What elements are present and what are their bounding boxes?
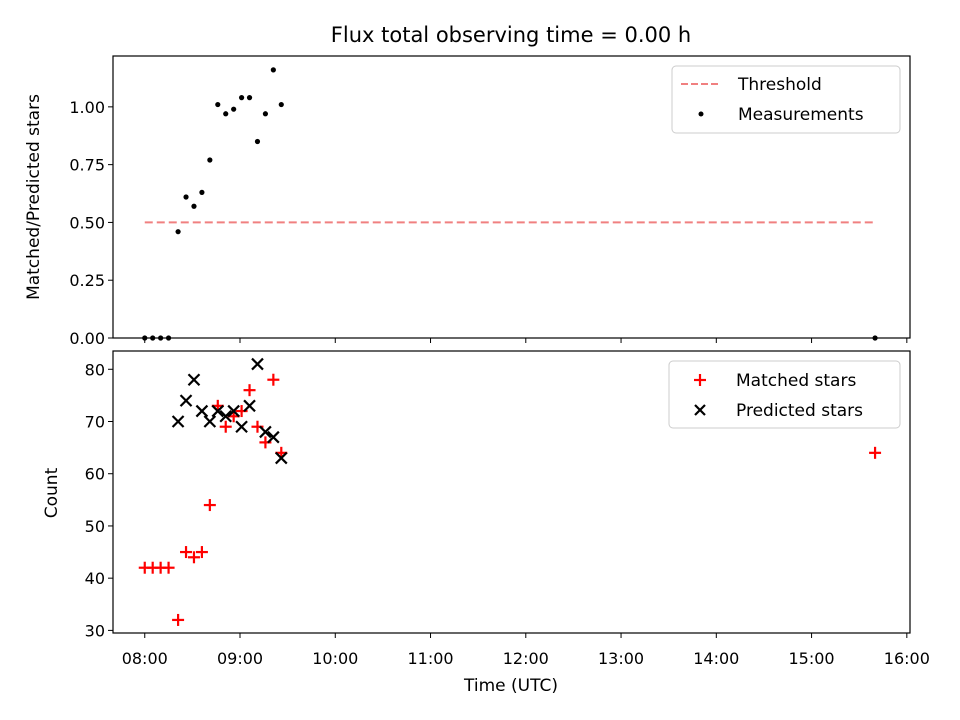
predicted-star-point — [267, 430, 280, 444]
top-y-ticks: 0.00 0.25 0.50 0.75 1.00 — [69, 98, 113, 348]
bottom-y-tick-label: 50 — [85, 517, 105, 536]
x-tick-label: 14:00 — [693, 649, 739, 668]
bottom-y-axis-label: Count — [42, 467, 62, 518]
bottom-y-tick-label: 40 — [85, 569, 105, 588]
bottom-y-tick-label: 80 — [85, 360, 105, 379]
predicted-star-point — [203, 415, 217, 428]
legend-predicted-label: Predicted stars — [736, 401, 863, 421]
matched-star-point — [187, 551, 200, 564]
matched-star-point — [162, 561, 175, 574]
predicted-star-point — [275, 451, 288, 465]
measurement-point — [199, 189, 205, 195]
predicted-star-point — [219, 409, 233, 423]
x-tick-label: 10:00 — [312, 649, 358, 668]
top-plot-area — [142, 67, 878, 341]
predicted-star-point — [251, 357, 264, 371]
predicted-star-point — [243, 399, 256, 413]
measurement-point — [215, 101, 221, 108]
legend-matched-label: Matched stars — [736, 371, 856, 391]
bottom-legend: Matched stars Predicted stars — [668, 360, 901, 429]
x-tick-label: 15:00 — [789, 649, 835, 668]
x-tick-label: 12:00 — [503, 649, 549, 668]
top-y-tick-label: 0.75 — [69, 156, 105, 175]
measurement-point — [254, 138, 261, 145]
bottom-y-tick-label: 30 — [85, 621, 105, 640]
measurement-point — [207, 157, 213, 163]
predicted-star-point — [259, 425, 272, 439]
measurement-point — [165, 335, 172, 341]
measurement-point — [231, 106, 237, 112]
x-tick-label: 08:00 — [122, 649, 168, 668]
predicted-star-point — [195, 404, 209, 418]
predicted-star-point — [187, 373, 201, 387]
predicted-star-point — [235, 420, 248, 434]
x-tick-label: 16:00 — [884, 649, 930, 668]
x-tick-label: 11:00 — [407, 649, 453, 668]
top-panel: 0.00 0.25 0.50 0.75 1.00 Matched/Predicted s… — [24, 55, 911, 348]
measurement-point — [191, 203, 197, 209]
legend-threshold-label: Threshold — [737, 75, 822, 95]
x-tick-label: 09:00 — [217, 649, 263, 668]
matched-star-point — [172, 613, 185, 626]
top-y-tick-label: 0.50 — [69, 213, 105, 232]
top-x-ticks — [144, 338, 908, 343]
x-tick-label: 13:00 — [598, 649, 644, 668]
bottom-panel: 30 40 50 60 70 80 08:00 09:00 10:00 11:00 12:00 13… — [42, 350, 930, 696]
measurement-point — [223, 111, 229, 117]
top-legend-box — [671, 65, 901, 134]
bottom-y-ticks: 30 40 50 60 70 80 — [85, 360, 113, 640]
matched-star-point — [195, 546, 208, 559]
measurement-point — [278, 101, 284, 108]
predicted-star-point — [211, 404, 225, 418]
bottom-plot-area — [138, 357, 882, 626]
bottom-legend-box — [668, 360, 901, 429]
top-y-tick-label: 1.00 — [69, 98, 105, 117]
top-y-tick-label: 0.00 — [69, 329, 105, 348]
measurement-point — [175, 229, 181, 235]
predicted-star-point — [171, 415, 185, 428]
measurement-point — [238, 95, 245, 101]
matched-star-point — [203, 499, 216, 512]
top-y-tick-label: 0.25 — [69, 271, 105, 290]
matched-star-point — [869, 446, 882, 459]
legend-measurements-label: Measurements — [738, 105, 864, 125]
measurement-point — [270, 67, 276, 73]
predicted-star-point — [179, 394, 193, 407]
bottom-y-tick-label: 70 — [85, 413, 105, 432]
measurement-point — [872, 335, 878, 341]
legend-matched-marker — [694, 374, 706, 386]
measurement-point — [158, 335, 164, 341]
legend-measurements-marker — [698, 111, 704, 117]
top-legend: Threshold Measurements — [671, 65, 901, 134]
bottom-y-tick-label: 60 — [85, 465, 105, 484]
measurement-point — [262, 111, 269, 117]
x-axis-label: Time (UTC) — [463, 676, 558, 696]
chart-title: Flux total observing time = 0.00 h — [331, 23, 691, 47]
measurement-point — [150, 335, 156, 341]
matched-star-point — [219, 420, 232, 433]
measurement-point — [183, 194, 189, 200]
top-y-axis-label: Matched/Predicted stars — [24, 94, 44, 300]
matched-star-point — [267, 373, 280, 386]
bottom-x-ticks: 08:00 09:00 10:00 11:00 12:00 13:00 14:00 15:00… — [122, 633, 930, 668]
matched-star-point — [243, 384, 256, 397]
legend-predicted-marker — [694, 404, 706, 416]
bottom-axes-frame — [112, 350, 911, 634]
measurement-point — [246, 95, 253, 101]
matched-star-point — [180, 546, 193, 559]
top-axes-frame — [112, 55, 911, 339]
predicted-star-point — [227, 404, 240, 418]
